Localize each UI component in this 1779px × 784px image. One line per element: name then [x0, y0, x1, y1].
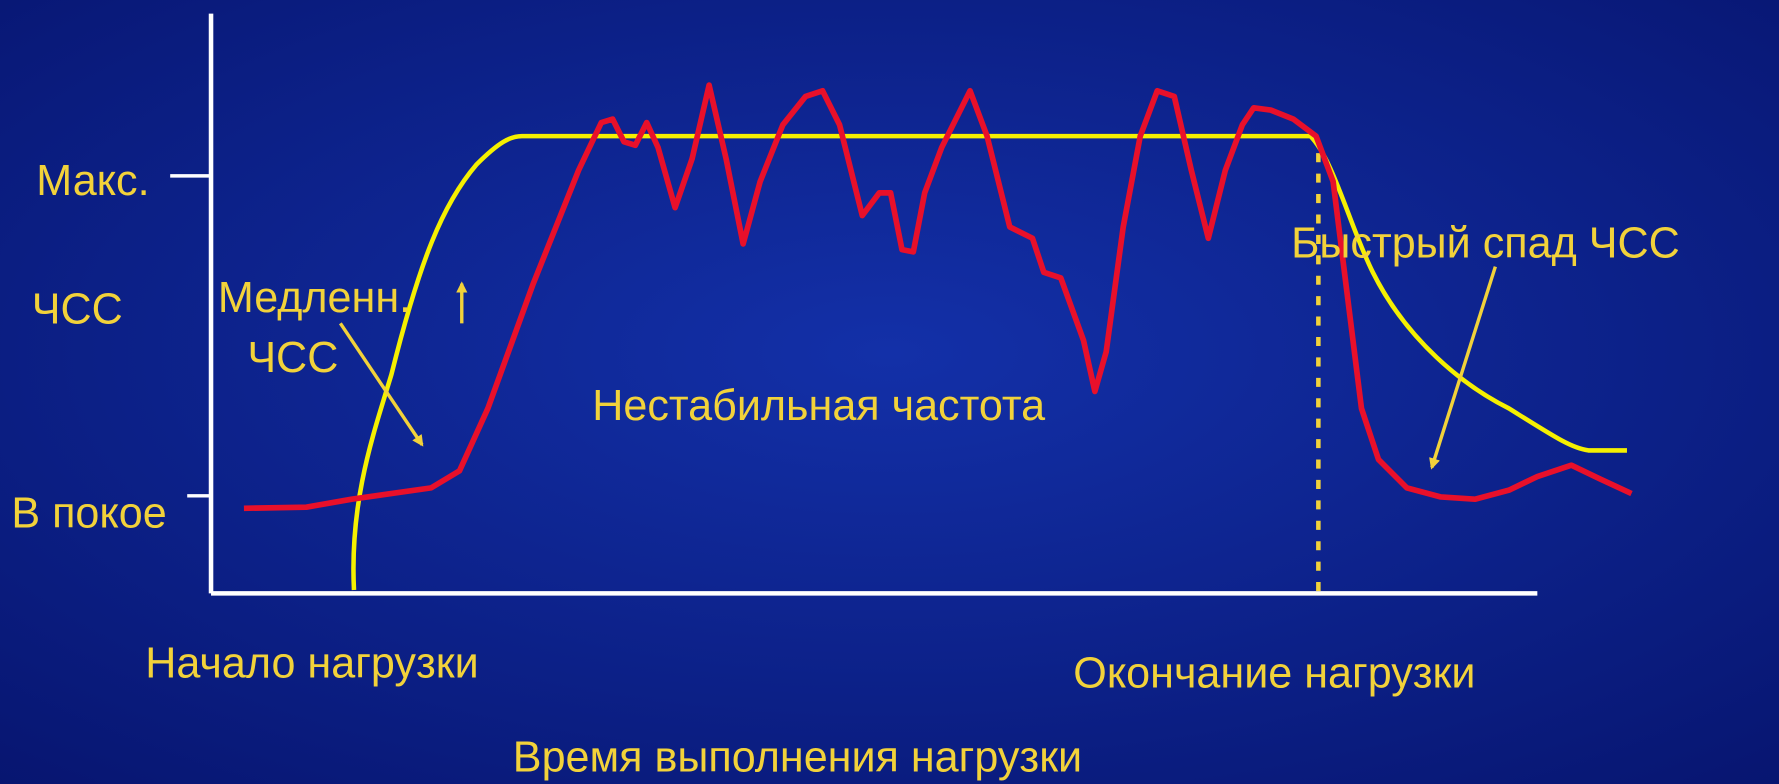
label-hr: ЧСС	[32, 285, 123, 333]
label-rest: В покое	[11, 490, 166, 538]
arrow-slow	[338, 322, 424, 447]
annotation: Медленн.	[218, 274, 411, 322]
annotation: Быстрый спад ЧСС	[1291, 220, 1680, 268]
annotation: Нестабильная частота	[592, 382, 1045, 430]
label-end: Окончание нагрузки	[1073, 650, 1475, 698]
arrow-fast	[1429, 266, 1497, 470]
label-max: Макс.	[36, 157, 149, 205]
x-axis-title: Время выполнения нагрузки	[513, 734, 1082, 782]
ideal-curve	[351, 133, 1627, 591]
label-start: Начало нагрузки	[145, 639, 478, 687]
annotation: ЧСС	[247, 334, 338, 382]
actual-curve	[243, 82, 1633, 512]
